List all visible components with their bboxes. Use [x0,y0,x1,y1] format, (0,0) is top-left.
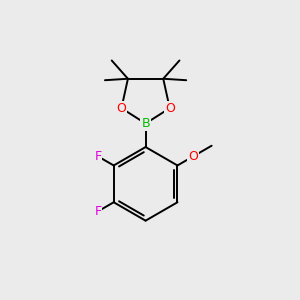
Text: O: O [116,102,126,115]
Text: F: F [94,150,101,163]
Text: F: F [94,205,101,218]
Text: O: O [165,102,175,115]
Text: B: B [141,117,150,130]
Text: O: O [188,150,198,163]
